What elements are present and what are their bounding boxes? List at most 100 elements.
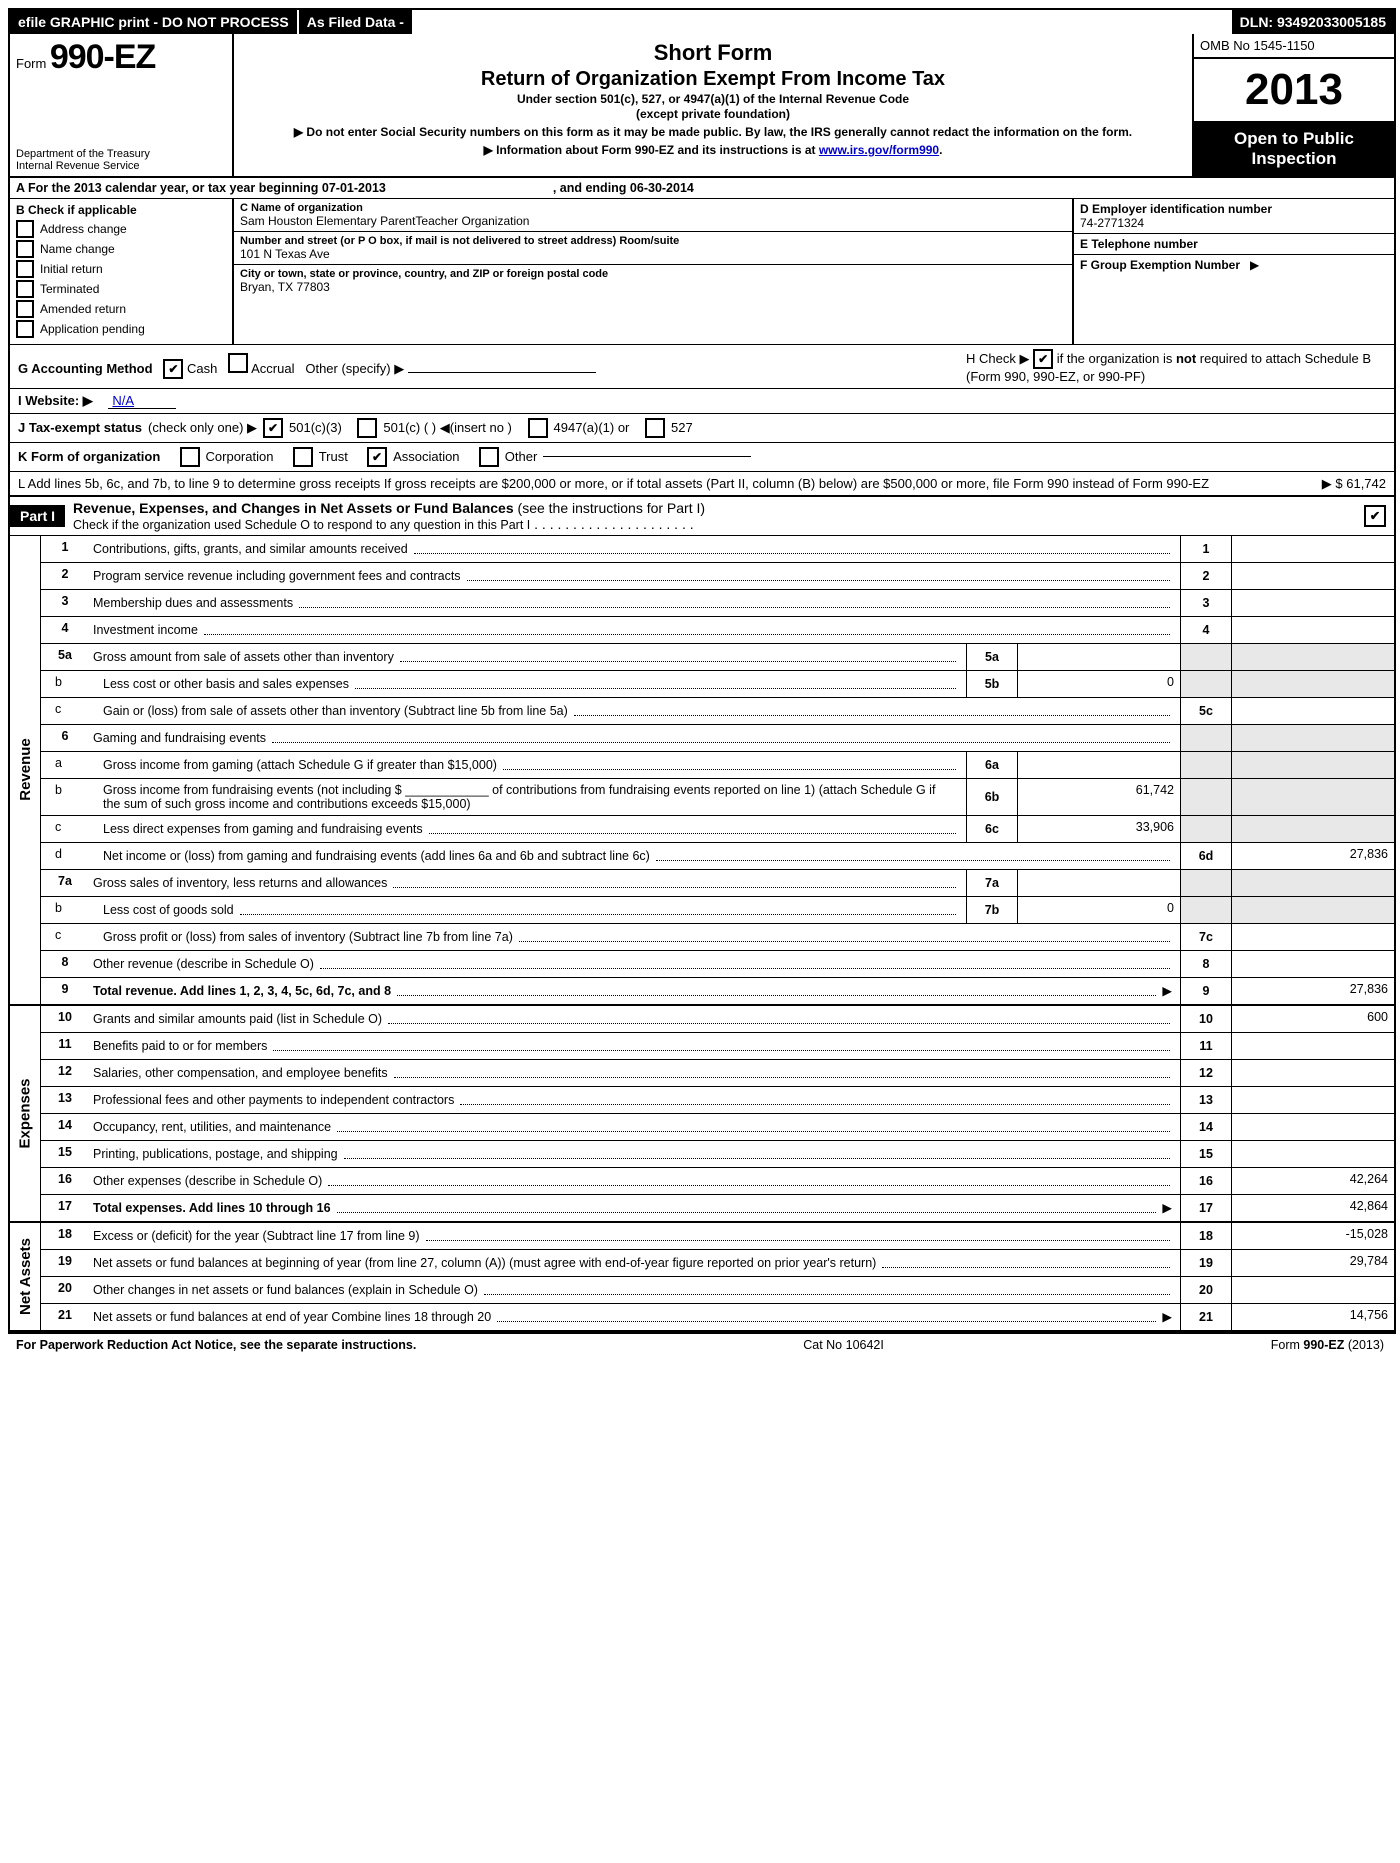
outer-box-shade — [1180, 752, 1231, 778]
line-box: 6d — [1180, 843, 1231, 869]
b-item-1: Name change — [40, 242, 115, 256]
line-num: 3 — [41, 590, 89, 616]
line-num: 10 — [41, 1006, 89, 1032]
line-19: 19Net assets or fund balances at beginni… — [41, 1250, 1394, 1277]
line-num: 14 — [41, 1114, 89, 1140]
chk-h[interactable] — [1033, 349, 1053, 369]
line-num: a — [41, 752, 99, 778]
line-c: cLess direct expenses from gaming and fu… — [41, 816, 1394, 843]
footer: For Paperwork Reduction Act Notice, see … — [8, 1334, 1392, 1356]
line-desc: Less cost of goods sold — [99, 897, 966, 923]
line-num: 16 — [41, 1168, 89, 1194]
part1-title-text: Revenue, Expenses, and Changes in Net As… — [73, 500, 518, 516]
line-16: 16Other expenses (describe in Schedule O… — [41, 1168, 1394, 1195]
footer-right-post: (2013) — [1344, 1338, 1384, 1352]
line-box: 10 — [1180, 1006, 1231, 1032]
line-desc: Total expenses. Add lines 10 through 16▶ — [89, 1195, 1180, 1221]
chk-4947[interactable] — [528, 418, 548, 438]
chk-accrual[interactable] — [228, 353, 248, 373]
line-val: 42,864 — [1231, 1195, 1394, 1221]
inner-box: 6a — [966, 752, 1018, 778]
chk-trust[interactable] — [293, 447, 313, 467]
b-item-5: Application pending — [40, 322, 145, 336]
website-link[interactable]: N/A — [108, 393, 176, 409]
shade-val — [1231, 725, 1394, 751]
info-pre: ▶ Information about Form 990-EZ and its … — [484, 143, 819, 157]
g-label: G Accounting Method — [18, 361, 153, 376]
inner-box: 5b — [966, 671, 1018, 697]
expenses-label: Expenses — [10, 1006, 41, 1221]
chk-terminated[interactable]: Terminated — [16, 280, 226, 298]
e-label: E Telephone number — [1080, 237, 1198, 251]
subtitle-1: Under section 501(c), 527, or 4947(a)(1)… — [244, 92, 1182, 106]
outer-val-shade — [1231, 816, 1394, 842]
chk-other[interactable] — [479, 447, 499, 467]
col-c: C Name of organization Sam Houston Eleme… — [232, 199, 1072, 344]
irs-link[interactable]: www.irs.gov/form990 — [819, 143, 939, 157]
line-val — [1231, 924, 1394, 950]
footer-right-pre: Form — [1271, 1338, 1304, 1352]
line-box: 18 — [1180, 1223, 1231, 1249]
chk-501c3[interactable] — [263, 418, 283, 438]
short-form-title: Short Form — [244, 40, 1182, 66]
part1-checkbox[interactable]: ✔ — [1364, 505, 1386, 527]
checkbox-icon — [16, 240, 34, 258]
header: Form 990-EZ Department of the Treasury I… — [10, 34, 1394, 178]
line-desc: Occupancy, rent, utilities, and maintena… — [89, 1114, 1180, 1140]
chk-cash[interactable] — [163, 359, 183, 379]
open-line1: Open to Public — [1196, 129, 1392, 149]
line-box: 3 — [1180, 590, 1231, 616]
b-header: B Check if applicable — [16, 203, 226, 217]
g-other: Other (specify) ▶ — [305, 361, 404, 376]
dept: Department of the Treasury Internal Reve… — [16, 148, 226, 172]
j-o3: 4947(a)(1) or — [554, 420, 630, 435]
line-val — [1231, 1141, 1394, 1167]
header-center: Short Form Return of Organization Exempt… — [234, 34, 1192, 176]
line-desc: Other changes in net assets or fund bala… — [89, 1277, 1180, 1303]
line-desc: Net assets or fund balances at end of ye… — [89, 1304, 1180, 1330]
row-j: J Tax-exempt status (check only one) ▶ 5… — [10, 414, 1394, 443]
line-val: 27,836 — [1231, 843, 1394, 869]
efile-left: efile GRAPHIC print - DO NOT PROCESS — [10, 10, 297, 34]
e-cell: E Telephone number — [1074, 234, 1394, 255]
b-item-4: Amended return — [40, 302, 126, 316]
ein: 74-2771324 — [1080, 216, 1144, 230]
chk-name-change[interactable]: Name change — [16, 240, 226, 258]
j-note: (check only one) ▶ — [148, 420, 257, 436]
line-box: 14 — [1180, 1114, 1231, 1140]
dept-irs: Internal Revenue Service — [16, 160, 226, 172]
line-box: 8 — [1180, 951, 1231, 977]
line-desc: Gross profit or (loss) from sales of inv… — [99, 924, 1180, 950]
line-18: 18Excess or (deficit) for the year (Subt… — [41, 1223, 1394, 1250]
netassets-section: Net Assets 18Excess or (deficit) for the… — [10, 1223, 1394, 1332]
line-5a: 5aGross amount from sale of assets other… — [41, 644, 1394, 671]
chk-address-change[interactable]: Address change — [16, 220, 226, 238]
chk-amended[interactable]: Amended return — [16, 300, 226, 318]
org-street: 101 N Texas Ave — [240, 247, 1066, 261]
line-box: 20 — [1180, 1277, 1231, 1303]
form-number: 990-EZ — [50, 38, 156, 76]
efile-mid: As Filed Data - — [297, 10, 412, 34]
shade-box — [1180, 725, 1231, 751]
chk-corp[interactable] — [180, 447, 200, 467]
chk-initial-return[interactable]: Initial return — [16, 260, 226, 278]
open-to-public: Open to Public Inspection — [1194, 123, 1394, 176]
line-num: 15 — [41, 1141, 89, 1167]
line-num: 20 — [41, 1277, 89, 1303]
chk-501c[interactable] — [357, 418, 377, 438]
k-o2: Trust — [319, 449, 348, 464]
line-desc: Program service revenue including govern… — [89, 563, 1180, 589]
part1-sub: Check if the organization used Schedule … — [73, 518, 530, 532]
line-val — [1231, 590, 1394, 616]
g-accrual: Accrual — [251, 361, 294, 376]
line-desc: Net assets or fund balances at beginning… — [89, 1250, 1180, 1276]
chk-527[interactable] — [645, 418, 665, 438]
efile-gap — [412, 10, 1232, 34]
chk-assoc[interactable] — [367, 447, 387, 467]
line-val — [1231, 536, 1394, 562]
k-o4: Other — [505, 449, 538, 464]
line-desc: Grants and similar amounts paid (list in… — [89, 1006, 1180, 1032]
a-begin: 07-01-2013 — [322, 181, 386, 195]
h-not: not — [1176, 351, 1196, 366]
chk-app-pending[interactable]: Application pending — [16, 320, 226, 338]
